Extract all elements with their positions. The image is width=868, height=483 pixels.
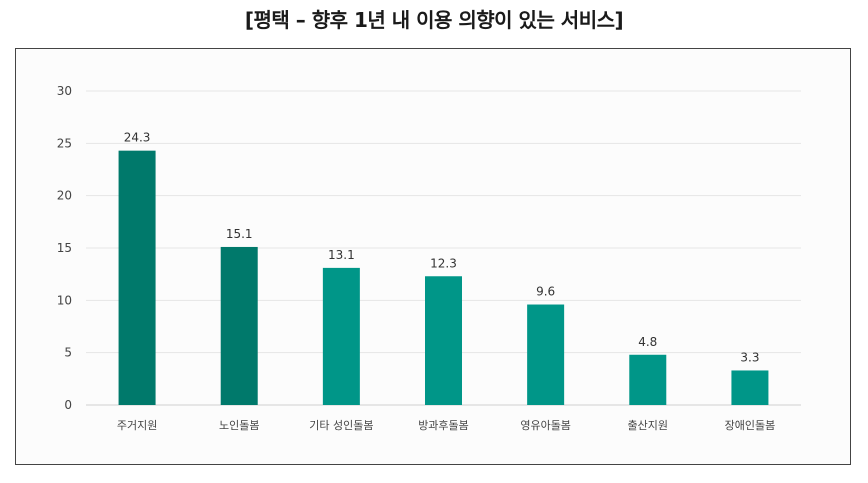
bar: [322, 267, 360, 405]
data-label: 3.3: [740, 350, 759, 364]
chart-title: [평택 – 향후 1년 내 이용 의향이 있는 서비스]: [244, 8, 624, 32]
y-tick-label: 10: [57, 293, 72, 307]
data-label: 12.3: [430, 256, 457, 270]
x-tick-label: 출산지원: [628, 419, 668, 432]
y-tick-label: 30: [57, 84, 72, 98]
x-tick-label: 주거지원: [117, 419, 157, 432]
y-tick-label: 0: [64, 398, 72, 412]
y-tick-label: 20: [57, 189, 72, 203]
data-label: 15.1: [226, 227, 253, 241]
x-tick-label: 노인돌봄: [219, 419, 259, 432]
bar: [527, 304, 565, 405]
bar: [629, 354, 667, 405]
x-tick-label: 방과후돌봄: [418, 419, 469, 432]
chart-frame: 0 5 10 15 20 25 30 24.3 주거지원 15.1 노인돌봄 13.1 기타 성인돌봄 1…: [15, 48, 851, 465]
bar: [118, 150, 156, 405]
data-label: 24.3: [124, 131, 151, 145]
y-tick-label: 15: [57, 241, 72, 255]
bar: [425, 276, 462, 405]
bar-chart: 0 5 10 15 20 25 30 24.3 주거지원 15.1 노인돌봄 13.1 기타 성인돌봄 1…: [57, 84, 801, 432]
x-tick-label: 장애인돌봄: [725, 419, 776, 432]
data-label: 9.6: [536, 285, 555, 299]
y-tick-label: 25: [57, 136, 72, 150]
data-label: 4.8: [638, 335, 657, 349]
y-tick-label: 5: [64, 346, 72, 360]
x-tick-label: 영유아돌봄: [520, 419, 571, 432]
x-tick-label: 기타 성인돌봄: [309, 419, 373, 432]
bar: [220, 246, 258, 405]
bar: [731, 370, 769, 405]
data-label: 13.1: [328, 248, 355, 262]
